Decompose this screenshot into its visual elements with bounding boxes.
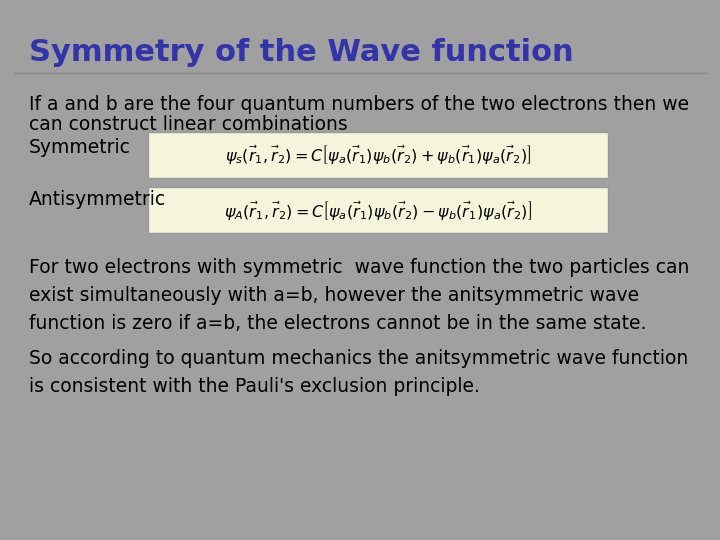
Text: For two electrons with symmetric  wave function the two particles can: For two electrons with symmetric wave fu… — [29, 258, 689, 277]
Text: is consistent with the Pauli's exclusion principle.: is consistent with the Pauli's exclusion… — [29, 377, 480, 396]
Text: $\psi_s(\vec{r}_1,\vec{r}_2) = C\left[\psi_a(\vec{r}_1)\psi_b(\vec{r}_2)+\psi_b(: $\psi_s(\vec{r}_1,\vec{r}_2) = C\left[\p… — [225, 144, 531, 166]
Text: Symmetric: Symmetric — [29, 138, 130, 157]
Text: If a and b are the four quantum numbers of the two electrons then we: If a and b are the four quantum numbers … — [29, 94, 689, 113]
Text: can construct linear combinations: can construct linear combinations — [29, 115, 348, 134]
Text: Antisymmetric: Antisymmetric — [29, 190, 166, 209]
Text: Symmetry of the Wave function: Symmetry of the Wave function — [29, 38, 573, 67]
Text: exist simultaneously with a=b, however the anitsymmetric wave: exist simultaneously with a=b, however t… — [29, 286, 639, 305]
FancyBboxPatch shape — [148, 187, 608, 233]
Text: $\psi_A(\vec{r}_1,\vec{r}_2) = C\left[\psi_a(\vec{r}_1)\psi_b(\vec{r}_2)-\psi_b(: $\psi_A(\vec{r}_1,\vec{r}_2) = C\left[\p… — [224, 199, 532, 221]
Text: function is zero if a=b, the electrons cannot be in the same state.: function is zero if a=b, the electrons c… — [29, 314, 646, 333]
FancyBboxPatch shape — [148, 132, 608, 178]
Text: So according to quantum mechanics the anitsymmetric wave function: So according to quantum mechanics the an… — [29, 349, 688, 368]
